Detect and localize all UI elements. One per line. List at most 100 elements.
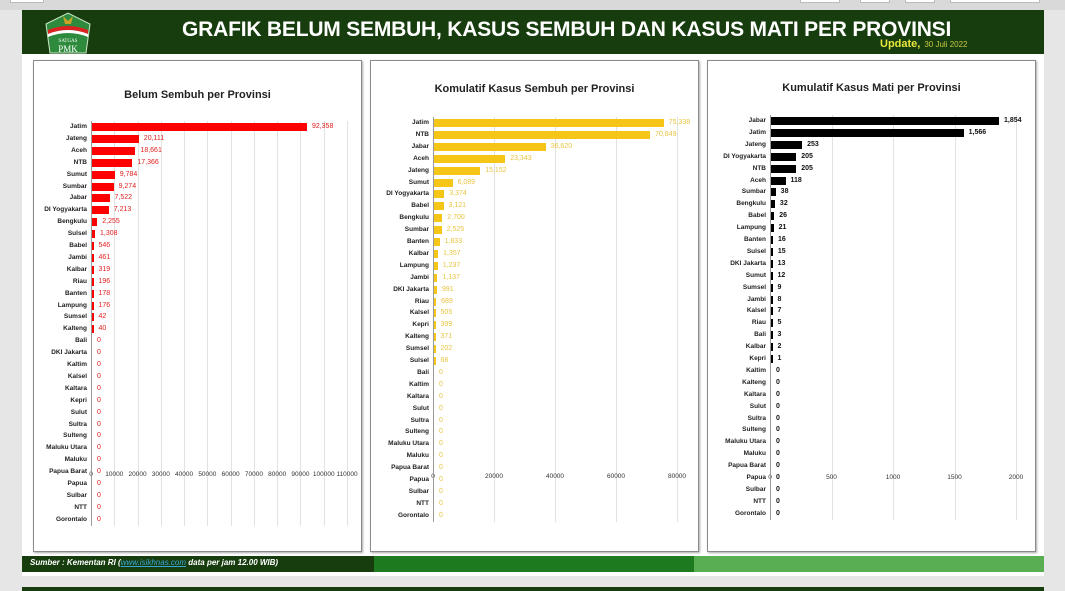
bar[interactable]: [434, 142, 546, 151]
bar[interactable]: [92, 134, 139, 143]
category-label: NTT: [753, 497, 766, 505]
bar[interactable]: [92, 301, 94, 310]
bar-row: Aceh 23,343: [413, 153, 677, 165]
category-label: Maluku: [64, 456, 87, 464]
bar[interactable]: [434, 202, 444, 211]
bar-row: Sumbar 9,274: [63, 181, 347, 193]
category-label: Jambi: [747, 295, 766, 303]
category-label: NTT: [74, 503, 87, 511]
category-label: Papua Barat: [728, 462, 766, 470]
bar-row: Maluku 0: [407, 450, 677, 462]
x-tick-label: 70000: [244, 471, 263, 478]
bar[interactable]: [771, 319, 773, 328]
toolbar-tab[interactable]: [950, 0, 1040, 3]
bar[interactable]: [771, 283, 773, 292]
category-label: Sulbar: [66, 491, 87, 499]
bar[interactable]: [434, 297, 437, 306]
bar[interactable]: [771, 212, 775, 221]
value-label: 118: [790, 176, 802, 184]
bar[interactable]: [434, 130, 651, 139]
value-label: 9: [777, 283, 782, 291]
category-label: NTT: [416, 499, 429, 507]
bar-row: Bengkulu 32: [736, 198, 1016, 210]
toolbar-tab[interactable]: [905, 0, 935, 3]
bar[interactable]: [771, 331, 773, 340]
value-label: 202: [440, 345, 453, 353]
bar[interactable]: [771, 176, 786, 185]
category-label: Banten: [743, 236, 766, 243]
category-label: Sumut: [66, 170, 87, 178]
bar[interactable]: [771, 307, 773, 316]
bar[interactable]: [771, 224, 774, 233]
bar[interactable]: [92, 158, 133, 167]
toolbar-tab[interactable]: [800, 0, 840, 3]
bar[interactable]: [434, 249, 439, 258]
bar[interactable]: [434, 333, 436, 342]
bar[interactable]: [434, 214, 443, 223]
x-tick-label: 100000: [312, 471, 335, 478]
bar-row: Maluku Utara 0: [388, 438, 677, 450]
bar[interactable]: [434, 166, 481, 175]
bar[interactable]: [92, 146, 136, 155]
bar[interactable]: [92, 194, 110, 203]
bar[interactable]: [434, 285, 438, 294]
bar[interactable]: [434, 154, 506, 163]
bar[interactable]: [771, 117, 1000, 125]
bar[interactable]: [434, 119, 664, 127]
bar[interactable]: [434, 345, 436, 354]
bar[interactable]: [771, 295, 773, 304]
bar[interactable]: [771, 128, 964, 137]
value-label: 40: [98, 325, 107, 333]
bar[interactable]: [92, 289, 94, 298]
bar[interactable]: [92, 265, 94, 274]
bar[interactable]: [92, 325, 94, 334]
bar-row: Sultra 0: [69, 419, 347, 431]
bar[interactable]: [92, 313, 94, 322]
bar[interactable]: [92, 182, 114, 191]
value-label: 75,338: [668, 119, 691, 126]
bar[interactable]: [771, 188, 776, 197]
bar[interactable]: [92, 206, 109, 215]
value-label: 0: [97, 480, 101, 487]
bar[interactable]: [434, 238, 440, 246]
source-link[interactable]: www.isikhnas.com: [120, 558, 187, 567]
bar[interactable]: [92, 277, 94, 286]
bar[interactable]: [771, 247, 773, 256]
bar[interactable]: [92, 230, 96, 239]
bar[interactable]: [771, 355, 773, 363]
bar[interactable]: [434, 273, 438, 282]
toolbar-tab[interactable]: [860, 0, 890, 3]
bar[interactable]: [771, 259, 773, 268]
value-label: 12: [777, 271, 786, 279]
chart-title: Komulatif Kasus Sembuh per Provinsi: [434, 83, 635, 95]
bar-row: Sulsel 15: [747, 246, 1016, 258]
bar[interactable]: [434, 178, 453, 187]
bar[interactable]: [771, 271, 773, 280]
category-label: Jatim: [70, 123, 87, 130]
page-title: GRAFIK BELUM SEMBUH, KASUS SEMBUH DAN KA…: [182, 18, 952, 41]
bar[interactable]: [92, 218, 98, 227]
bar[interactable]: [771, 236, 773, 244]
bar[interactable]: [771, 164, 797, 173]
bar[interactable]: [434, 309, 436, 318]
toolbar-tab[interactable]: [10, 0, 44, 3]
bar[interactable]: [771, 140, 803, 149]
bar[interactable]: [434, 357, 436, 365]
bar[interactable]: [92, 253, 94, 262]
bar-row: Sulut 0: [71, 407, 347, 419]
bar[interactable]: [434, 321, 436, 330]
bar[interactable]: [434, 261, 438, 270]
bar[interactable]: [92, 170, 115, 179]
value-label: 2,700: [447, 214, 465, 222]
bar[interactable]: [434, 226, 442, 235]
bar-row: Sulteng 0: [405, 426, 677, 438]
gridline: [616, 117, 617, 522]
bar[interactable]: [434, 190, 445, 199]
bar[interactable]: [771, 200, 775, 209]
category-label: Sultra: [68, 420, 87, 428]
bar[interactable]: [92, 123, 307, 131]
value-label: 68: [440, 357, 449, 364]
bar[interactable]: [92, 242, 94, 250]
bar[interactable]: [771, 343, 773, 352]
bar[interactable]: [771, 152, 797, 161]
